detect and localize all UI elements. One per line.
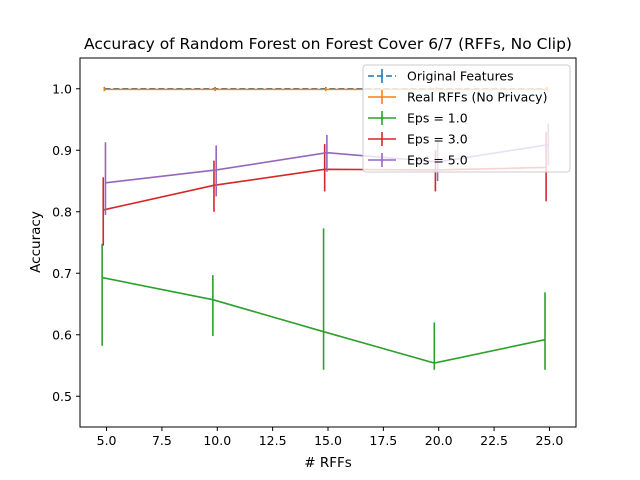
y-tick-label: 1.0 bbox=[52, 81, 72, 96]
series-2 bbox=[101, 228, 546, 370]
y-tick-label: 0.5 bbox=[52, 389, 72, 404]
legend-entry: Eps = 1.0 bbox=[368, 111, 468, 126]
x-axis-label: # RFFs bbox=[304, 455, 352, 471]
x-tick-label: 15.0 bbox=[314, 433, 342, 448]
y-tick-label: 0.7 bbox=[52, 266, 72, 281]
legend-label: Eps = 3.0 bbox=[407, 132, 468, 147]
legend-label: Eps = 5.0 bbox=[407, 153, 468, 168]
legend-entry: Eps = 5.0 bbox=[368, 153, 468, 168]
legend-entry: Eps = 3.0 bbox=[368, 132, 468, 147]
chart-title: Accuracy of Random Forest on Forest Cove… bbox=[84, 35, 572, 53]
x-tick-label: 17.5 bbox=[369, 433, 397, 448]
x-tick-label: 10.0 bbox=[203, 433, 231, 448]
legend-label: Real RFFs (No Privacy) bbox=[407, 90, 547, 105]
x-tick-label: 5.0 bbox=[97, 433, 117, 448]
legend-entry: Real RFFs (No Privacy) bbox=[368, 90, 547, 105]
x-tick-label: 22.5 bbox=[480, 433, 508, 448]
legend-box bbox=[362, 64, 571, 173]
y-tick-label: 0.8 bbox=[52, 204, 72, 219]
legend: Original Features Real RFFs (No Privacy) E… bbox=[362, 64, 571, 173]
y-axis: 0.5 0.6 0.7 0.8 0.9 1.0 bbox=[52, 81, 80, 404]
y-tick-label: 0.6 bbox=[52, 327, 72, 342]
x-tick-label: 25.0 bbox=[536, 433, 564, 448]
x-axis: 5.0 7.5 10.0 12.5 15.0 17.5 20.0 22.5 25.0 bbox=[97, 427, 564, 448]
y-axis-label: Accuracy bbox=[28, 211, 44, 273]
x-tick-label: 20.0 bbox=[425, 433, 453, 448]
legend-label: Eps = 1.0 bbox=[407, 111, 468, 126]
legend-label: Original Features bbox=[407, 69, 514, 84]
x-tick-label: 7.5 bbox=[152, 433, 172, 448]
x-tick-label: 12.5 bbox=[259, 433, 287, 448]
legend-entry: Original Features bbox=[368, 69, 514, 84]
y-tick-label: 0.9 bbox=[52, 143, 72, 158]
